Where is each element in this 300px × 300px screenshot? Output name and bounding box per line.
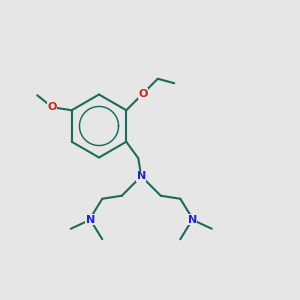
Text: O: O (47, 102, 57, 112)
Text: O: O (138, 89, 148, 99)
Text: N: N (188, 215, 197, 225)
Text: N: N (86, 215, 95, 225)
Text: N: N (137, 171, 146, 181)
